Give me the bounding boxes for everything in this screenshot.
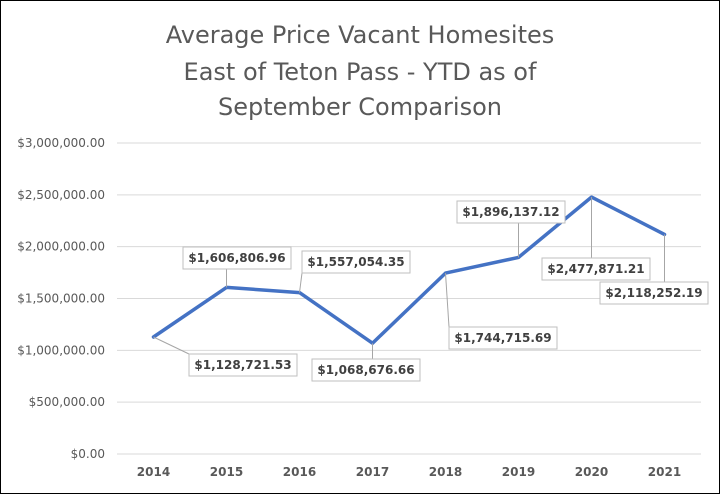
leader-line-2016 bbox=[299, 272, 303, 293]
y-tick-label-5: $2,500,000.00 bbox=[17, 188, 105, 202]
y-tick-label-2: $1,000,000.00 bbox=[17, 343, 105, 357]
data-label-box-2018 bbox=[448, 326, 558, 350]
data-label-box-2017 bbox=[311, 358, 421, 382]
x-tick-label-2020: 2020 bbox=[575, 465, 608, 479]
data-label-2017: $1,068,676.66 bbox=[317, 363, 414, 377]
y-tick-label-3: $1,500,000.00 bbox=[17, 292, 105, 306]
data-label-box-2021 bbox=[599, 281, 709, 305]
y-tick-label-0: $0.00 bbox=[71, 447, 105, 461]
leader-line-2018 bbox=[445, 273, 450, 328]
chart-title-line-3: September Comparison bbox=[218, 93, 502, 121]
leader-line-2014 bbox=[153, 336, 190, 355]
data-label-box-2014 bbox=[188, 353, 298, 377]
data-label-2018: $1,744,715.69 bbox=[454, 331, 551, 345]
y-tick-label-1: $500,000.00 bbox=[29, 395, 105, 409]
data-label-box-2015 bbox=[182, 246, 292, 270]
x-tick-label-2019: 2019 bbox=[502, 465, 535, 479]
data-label-2021: $2,118,252.19 bbox=[605, 286, 702, 300]
data-label-box-2020 bbox=[541, 257, 651, 281]
y-tick-label-4: $2,000,000.00 bbox=[17, 240, 105, 254]
data-label-2019: $1,896,137.12 bbox=[462, 205, 559, 219]
data-label-2016: $1,557,054.35 bbox=[307, 255, 404, 269]
data-label-box-2019 bbox=[456, 200, 566, 224]
x-tick-label-2018: 2018 bbox=[429, 465, 462, 479]
data-label-2014: $1,128,721.53 bbox=[194, 358, 291, 372]
data-label-box-2016 bbox=[301, 250, 411, 274]
x-tick-label-2015: 2015 bbox=[210, 465, 243, 479]
data-labels: $1,128,721.53 $1,606,806.96 $1,557,054.35 $… bbox=[153, 197, 709, 382]
y-tick-label-6: $3,000,000.00 bbox=[17, 136, 105, 150]
chart-title-line-2: East of Teton Pass - YTD as of bbox=[184, 58, 537, 86]
x-tick-label-2014: 2014 bbox=[137, 465, 170, 479]
data-label-2015: $1,606,806.96 bbox=[188, 251, 285, 265]
x-tick-label-2016: 2016 bbox=[283, 465, 316, 479]
x-tick-label-2017: 2017 bbox=[356, 465, 389, 479]
series-line-0 bbox=[151, 195, 667, 345]
data-label-2020: $2,477,871.21 bbox=[547, 262, 644, 276]
y-axis-ticks: $0.00 $500,000.00 $1,000,000.00 $1,500,000.… bbox=[17, 136, 105, 461]
x-tick-label-2021: 2021 bbox=[648, 465, 681, 479]
x-axis-ticks: 2014 2015 2016 2017 2018 2019 2020 2021 bbox=[137, 465, 681, 479]
chart-title-line-1: Average Price Vacant Homesites bbox=[166, 21, 555, 49]
